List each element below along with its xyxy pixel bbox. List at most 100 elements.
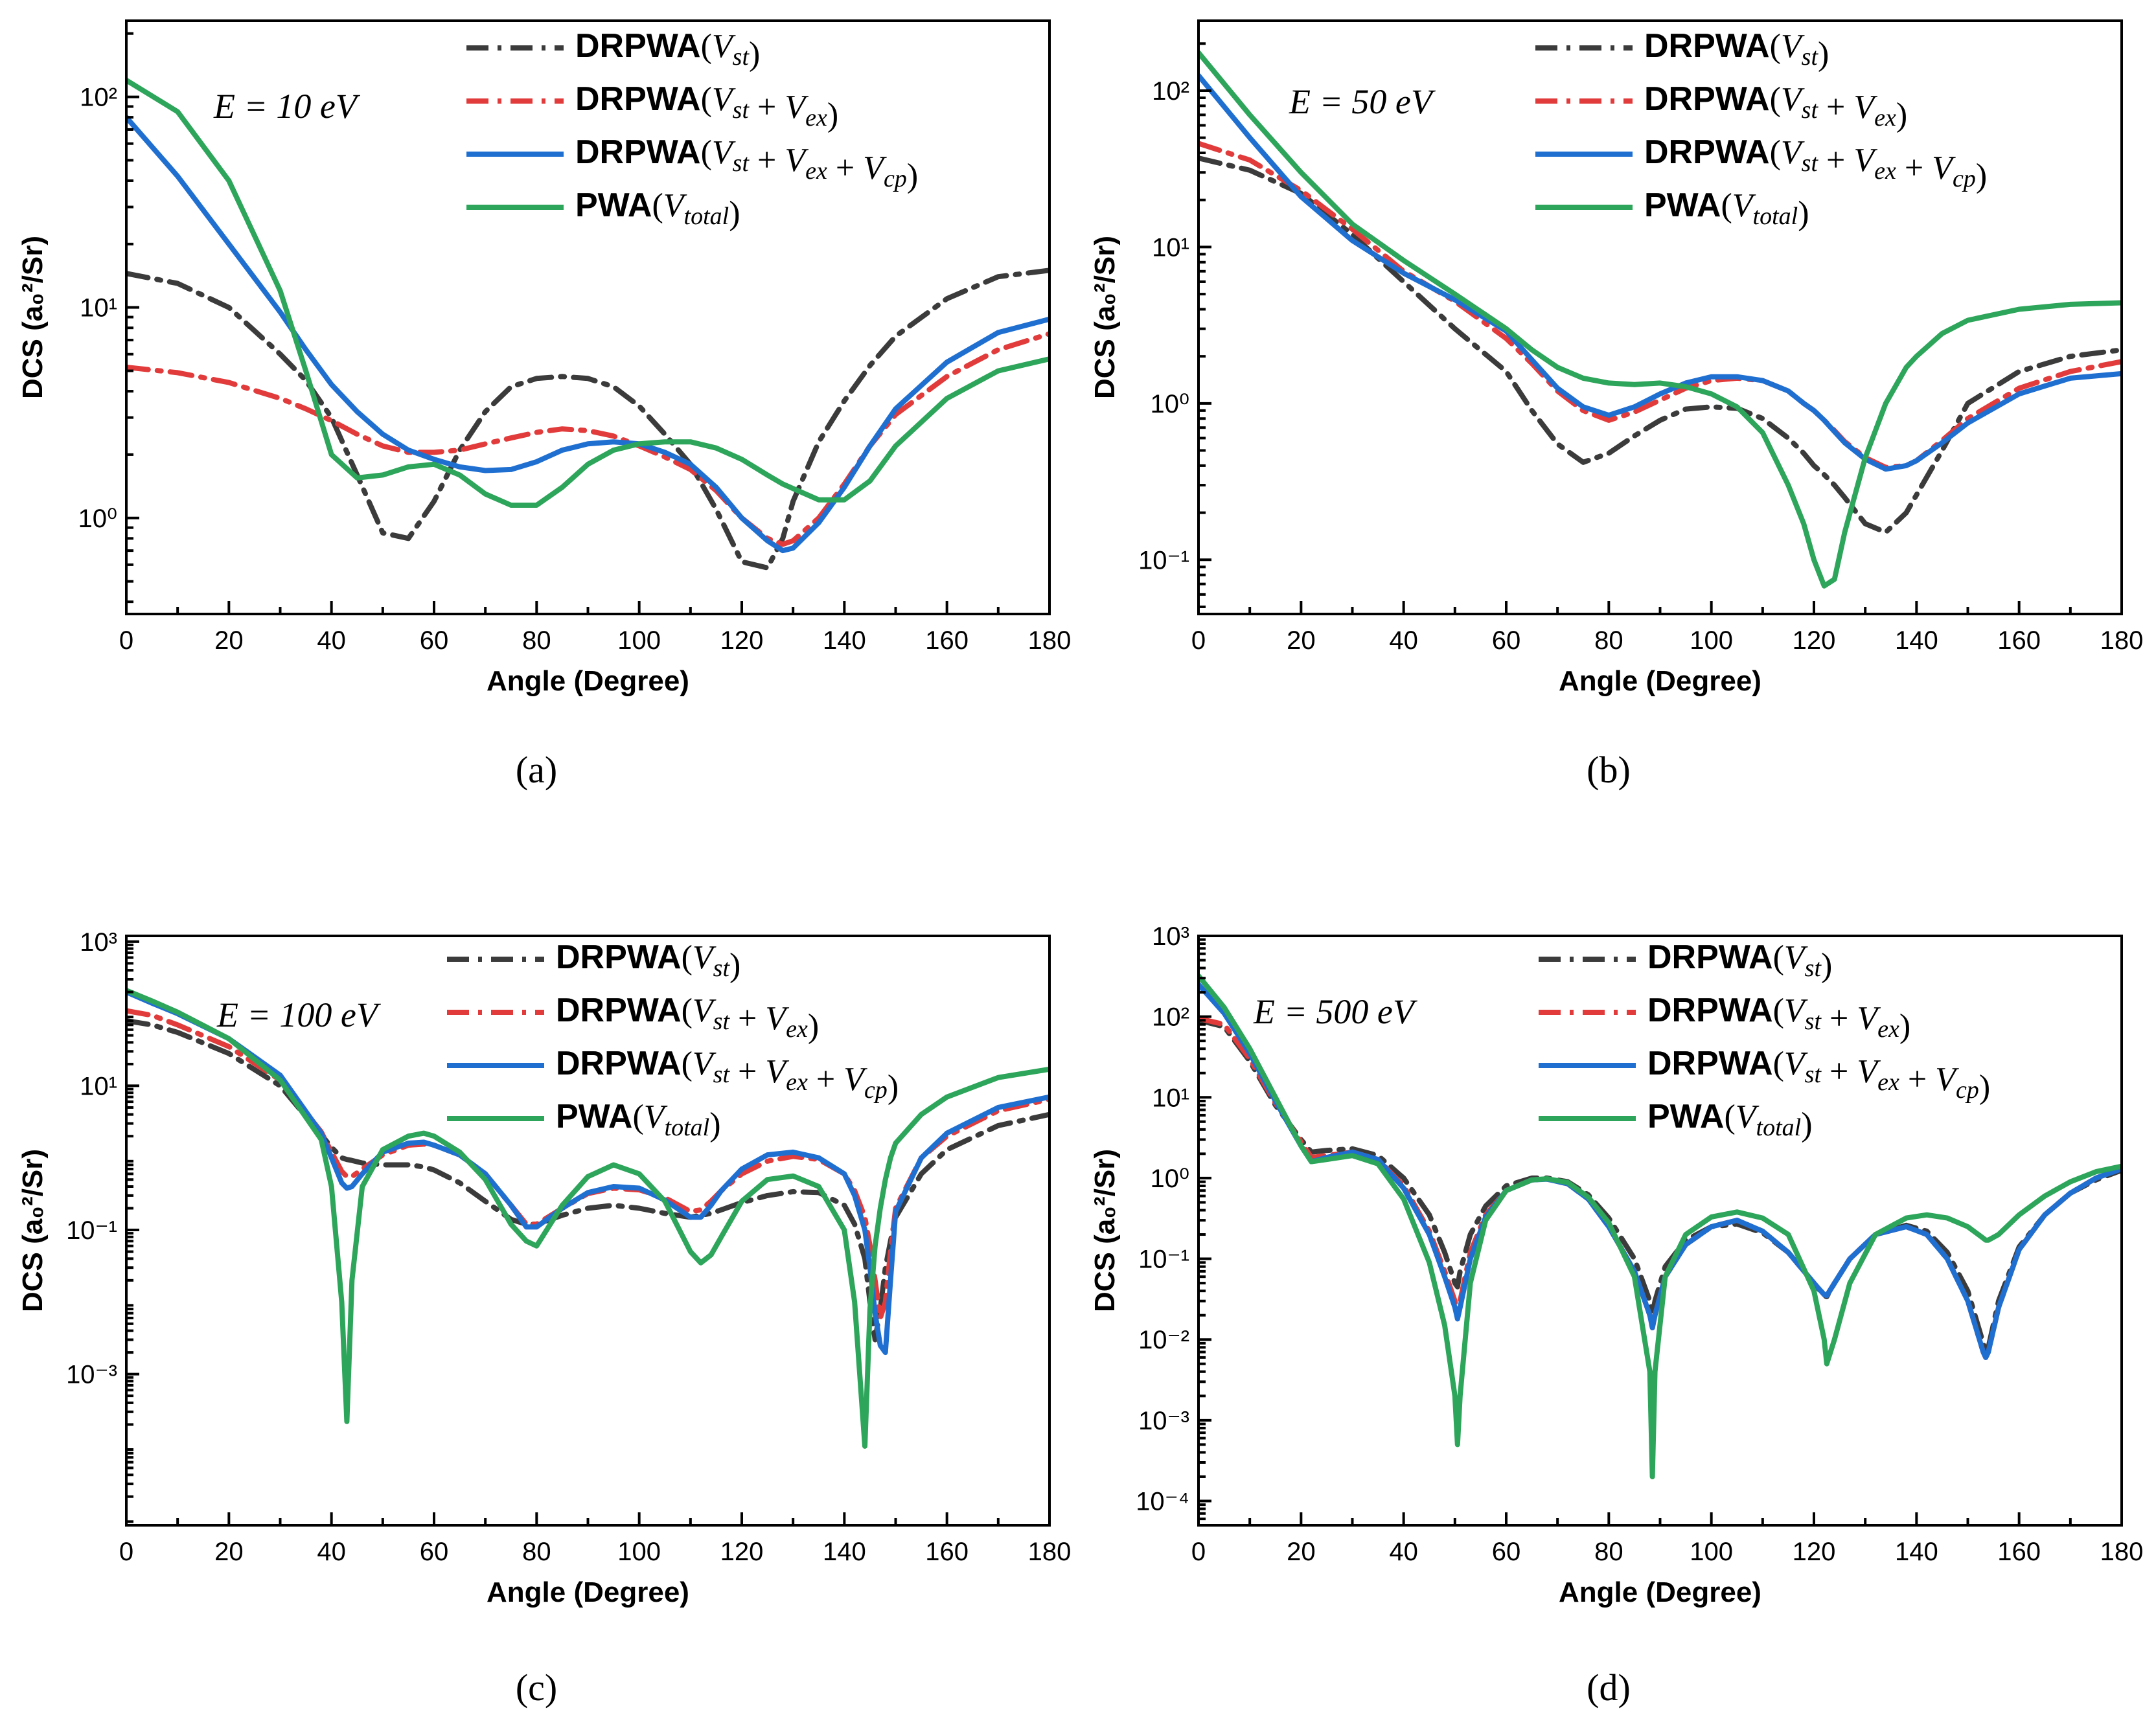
y-tick-label: 10² xyxy=(80,84,117,112)
x-tick-label: 60 xyxy=(420,626,449,655)
x-tick-label: 20 xyxy=(1287,626,1316,655)
y-tick-label: 10² xyxy=(1152,77,1189,106)
energy-annotation: E = 100 eV xyxy=(216,995,382,1034)
y-tick-label: 10⁻⁴ xyxy=(1136,1487,1189,1516)
legend-label-stex: DRPWA(Vst + Vex) xyxy=(575,80,838,133)
panel-caption: (d) xyxy=(1587,1666,1631,1709)
series-line-pwa xyxy=(1198,973,2122,1479)
series-line-pwa xyxy=(126,77,1049,508)
x-tick-label: 60 xyxy=(1492,626,1521,655)
x-tick-label: 140 xyxy=(823,1538,866,1566)
series-line-pwa xyxy=(126,988,1049,1449)
panel-c: 0 20 40 60 80 100 120 140 160 180 10⁻³ 10⁻¹ 10¹ 10³ An… xyxy=(17,928,1071,1709)
y-tick-label: 10⁻¹ xyxy=(1138,546,1189,574)
x-tick-label: 0 xyxy=(119,626,133,655)
y-axis-label: DCS (a₀²/Sr) xyxy=(1089,1149,1121,1312)
legend-label-st: DRPWA(Vst) xyxy=(1644,27,1829,73)
x-tick-label: 40 xyxy=(1389,1538,1418,1566)
series-line-st xyxy=(1198,1018,2122,1355)
y-tick-label: 10⁻² xyxy=(1138,1326,1189,1354)
legend-label-st: DRPWA(Vst) xyxy=(556,938,740,984)
legend: DRPWA(Vst) DRPWA(Vst + Vex)DRPWA(Vst + Ve… xyxy=(447,938,899,1143)
x-tick-label: 180 xyxy=(1028,626,1072,655)
energy-annotation: E = 10 eV xyxy=(213,87,361,126)
legend-label-st: DRPWA(Vst) xyxy=(575,27,760,73)
panel-b: 0 20 40 60 80 100 120 140 160 180 10⁻¹ 10⁰ 10¹ 10² Ang… xyxy=(1089,19,2144,791)
legend: DRPWA(Vst) DRPWA(Vst + Vex)DRPWA(Vst + Ve… xyxy=(1539,938,1990,1143)
y-tick-label: 10⁰ xyxy=(1150,1165,1189,1193)
x-tick-label: 180 xyxy=(2100,626,2144,655)
x-tick-label: 20 xyxy=(214,1538,244,1566)
series-line-pwa xyxy=(1198,50,2122,589)
y-tick-label: 10⁰ xyxy=(1150,390,1189,418)
x-tick-label: 100 xyxy=(1690,626,1733,655)
legend-label-pwa: PWA(Vtotal) xyxy=(556,1098,721,1143)
series-group xyxy=(126,988,1049,1449)
y-tick-label: 10¹ xyxy=(1152,1084,1189,1112)
legend-label-stex: DRPWA(Vst + Vex) xyxy=(556,992,819,1045)
panel-a: 0 20 40 60 80 100 120 140 160 180 10⁰ 10¹ 10² Angle (… xyxy=(17,19,1072,791)
series-line-stex xyxy=(126,331,1049,547)
x-tick-label: 20 xyxy=(1287,1538,1316,1566)
x-tick-label: 40 xyxy=(1389,626,1418,655)
legend-label-pwa: PWA(Vtotal) xyxy=(1647,1098,1813,1143)
x-tick-label: 160 xyxy=(1997,1538,2041,1566)
x-tick-label: 100 xyxy=(617,1538,661,1566)
y-tick-label: 10⁻¹ xyxy=(1138,1245,1189,1274)
y-tick-label: 10⁰ xyxy=(78,505,117,533)
x-tick-label: 180 xyxy=(2100,1538,2144,1566)
y-axis-label: DCS (a₀²/Sr) xyxy=(17,236,49,399)
panel-d: 0 20 40 60 80 100 120 140 160 180 10⁻⁴ 10⁻³ 10⁻² 10⁻¹… xyxy=(1089,922,2143,1709)
x-tick-label: 140 xyxy=(1895,626,1938,655)
x-tick-label: 120 xyxy=(720,626,764,655)
legend-label-pwa: PWA(Vtotal) xyxy=(1644,187,1809,232)
y-tick-label: 10⁻³ xyxy=(1138,1407,1189,1435)
series-line-stexcp xyxy=(126,989,1049,1356)
series-line-st xyxy=(1198,155,2122,535)
y-tick-label: 10⁻³ xyxy=(66,1361,117,1389)
x-tick-label: 40 xyxy=(317,1538,346,1566)
legend-label-st: DRPWA(Vst) xyxy=(1647,938,1832,984)
y-tick-label: 10² xyxy=(1152,1003,1189,1032)
series-group xyxy=(1198,973,2122,1479)
x-tick-label: 80 xyxy=(522,626,551,655)
panel-caption: (a) xyxy=(516,749,557,791)
panel-caption: (c) xyxy=(516,1666,557,1709)
series-group xyxy=(1198,50,2122,589)
x-tick-label: 20 xyxy=(214,626,244,655)
x-axis-label: Angle (Degree) xyxy=(1559,665,1761,697)
y-tick-label: 10³ xyxy=(80,928,117,957)
x-tick-label: 120 xyxy=(1793,626,1836,655)
legend-label-stex: DRPWA(Vst + Vex) xyxy=(1644,80,1907,133)
legend-label-stexcp: DRPWA(Vst + Vex + Vcp) xyxy=(575,133,918,194)
x-tick-label: 180 xyxy=(1028,1538,1072,1566)
legend-label-stexcp: DRPWA(Vst + Vex + Vcp) xyxy=(1647,1045,1990,1106)
legend-label-stexcp: DRPWA(Vst + Vex + Vcp) xyxy=(556,1045,899,1106)
x-axis-label: Angle (Degree) xyxy=(487,1576,689,1608)
x-tick-label: 100 xyxy=(617,626,661,655)
y-tick-label: 10¹ xyxy=(1152,233,1189,262)
energy-annotation: E = 50 eV xyxy=(1289,82,1436,121)
y-tick-label: 10¹ xyxy=(80,294,117,323)
x-tick-label: 140 xyxy=(1895,1538,1938,1566)
x-tick-label: 100 xyxy=(1690,1538,1733,1566)
x-tick-label: 160 xyxy=(925,1538,969,1566)
series-line-stexcp xyxy=(1198,73,2122,472)
x-tick-label: 160 xyxy=(1997,626,2041,655)
x-tick-label: 120 xyxy=(720,1538,764,1566)
legend-label-stex: DRPWA(Vst + Vex) xyxy=(1647,992,1910,1045)
y-tick-label: 10¹ xyxy=(80,1072,117,1100)
x-axis-label: Angle (Degree) xyxy=(1559,1576,1761,1608)
x-tick-label: 0 xyxy=(1191,1538,1206,1566)
legend-label-pwa: PWA(Vtotal) xyxy=(575,187,740,232)
x-tick-label: 120 xyxy=(1793,1538,1836,1566)
legend: DRPWA(Vst) DRPWA(Vst + Vex)DRPWA(Vst + Ve… xyxy=(466,27,918,232)
series-line-stexcp xyxy=(1198,982,2122,1360)
x-tick-label: 140 xyxy=(823,626,866,655)
series-group xyxy=(126,77,1049,571)
x-tick-label: 60 xyxy=(420,1538,449,1566)
energy-annotation: E = 500 eV xyxy=(1253,992,1418,1031)
x-tick-label: 60 xyxy=(1492,1538,1521,1566)
x-tick-label: 80 xyxy=(522,1538,551,1566)
